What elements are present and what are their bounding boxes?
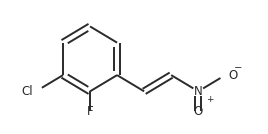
Text: Cl: Cl [22, 85, 33, 98]
Text: F: F [87, 105, 93, 118]
Text: −: − [234, 63, 243, 73]
Text: O: O [193, 105, 203, 118]
Text: N: N [194, 85, 203, 98]
Text: +: + [206, 95, 213, 104]
Text: O: O [228, 69, 237, 82]
